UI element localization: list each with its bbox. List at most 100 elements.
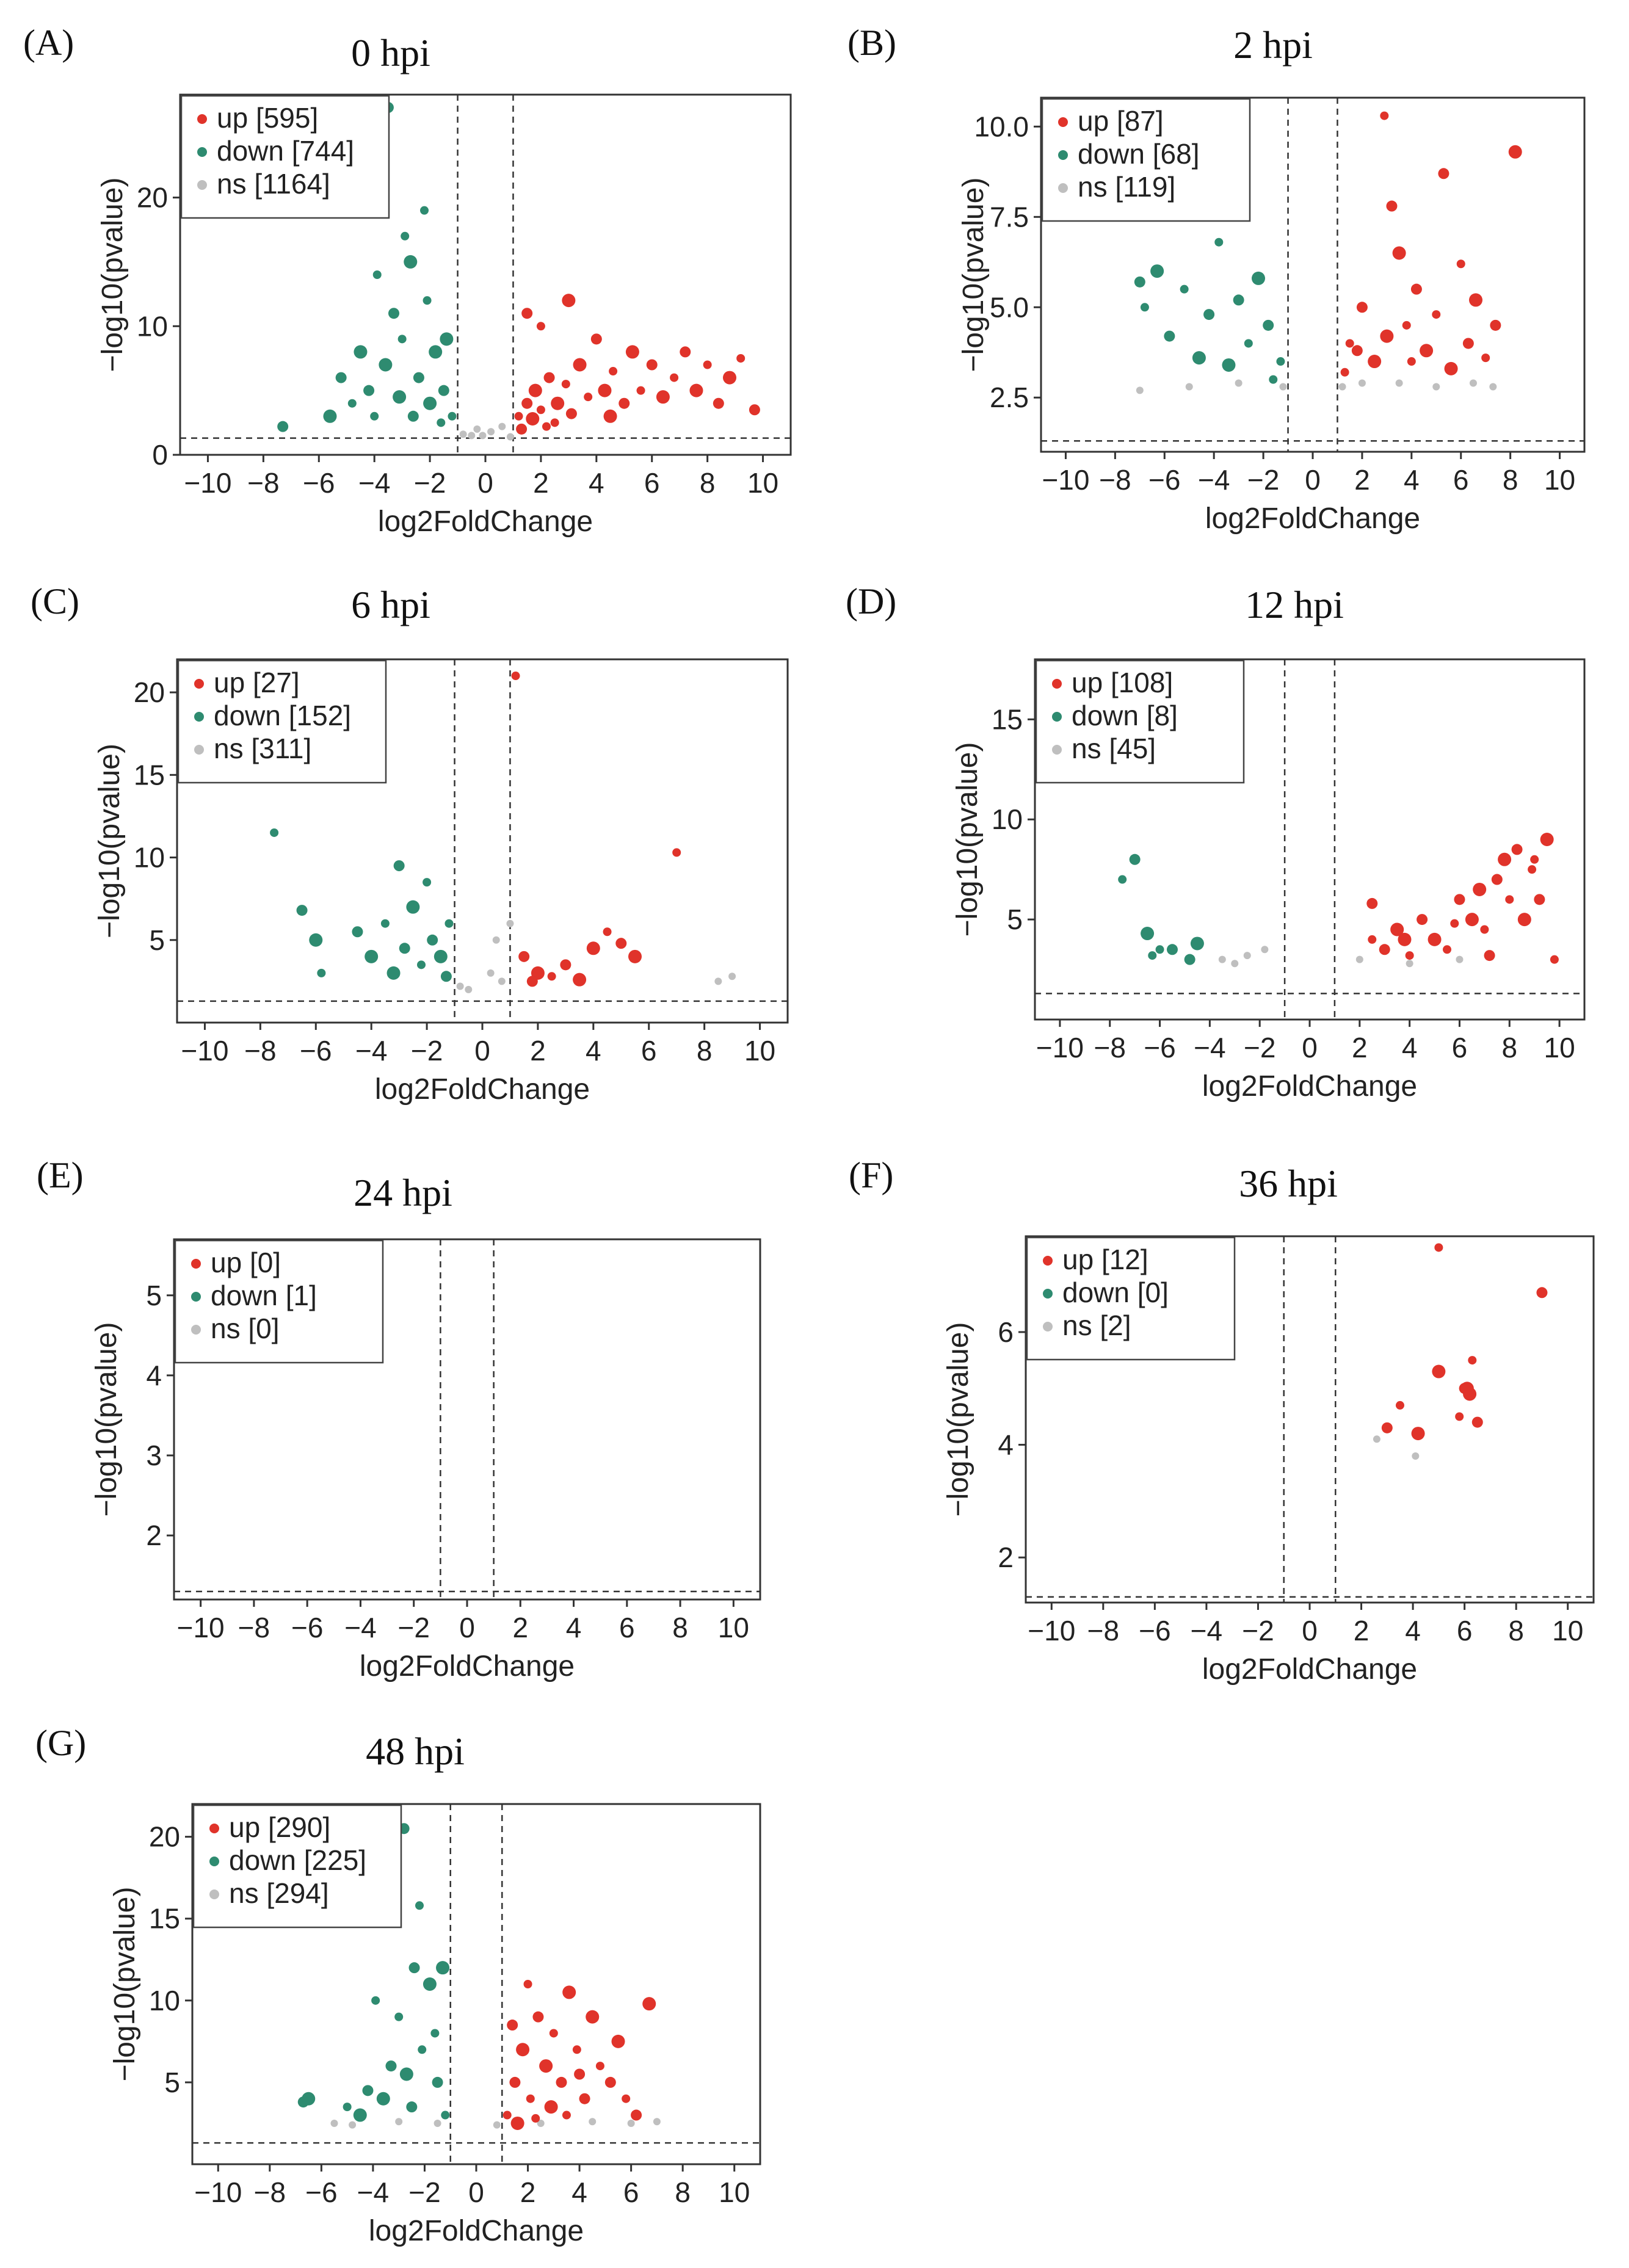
point-up — [1395, 1400, 1404, 1410]
point-down — [354, 345, 368, 359]
point-up — [1390, 922, 1404, 937]
x-tick-label: −4 — [1194, 1032, 1225, 1063]
point-up — [579, 2093, 590, 2104]
point-up — [703, 360, 712, 369]
point-ns — [506, 433, 514, 441]
point-up — [549, 2029, 558, 2038]
y-tick-label: 5 — [1007, 904, 1023, 935]
x-tick-label: 6 — [623, 2176, 639, 2208]
point-up — [521, 308, 533, 319]
x-tick-label: −4 — [357, 2176, 389, 2208]
point-up — [543, 372, 555, 383]
point-up — [622, 2094, 631, 2103]
point-ns — [1412, 1452, 1420, 1460]
x-tick-label: −8 — [1094, 1032, 1126, 1063]
legend-marker-ns — [209, 1889, 219, 1899]
x-tick-label: −2 — [411, 1035, 443, 1067]
x-tick-label: 6 — [641, 1035, 657, 1067]
x-tick-label: −4 — [344, 1612, 376, 1643]
legend-label-up: up [290] — [229, 1811, 330, 1843]
point-down — [413, 372, 424, 383]
point-up — [510, 2116, 524, 2130]
point-down — [427, 934, 438, 946]
panel-letter: (A) — [23, 23, 74, 63]
point-down — [386, 966, 401, 980]
point-down — [335, 372, 347, 383]
point-ns — [1355, 955, 1363, 963]
x-tick-label: 8 — [675, 2176, 691, 2208]
point-up — [1456, 259, 1465, 269]
point-down — [406, 900, 420, 914]
point-ns — [1235, 379, 1243, 387]
point-up — [1368, 935, 1377, 944]
legend-marker-up — [1043, 1256, 1053, 1266]
panel-letter: (E) — [37, 1155, 84, 1195]
x-tick-label: 4 — [566, 1612, 582, 1643]
y-axis-label: −log10(pvalue) — [942, 1322, 974, 1517]
point-up — [1490, 319, 1501, 331]
point-ns — [653, 2118, 661, 2126]
point-ns — [1432, 383, 1440, 391]
x-tick-label: −2 — [414, 467, 446, 499]
y-tick-label: 2 — [998, 1542, 1014, 1573]
point-down — [1155, 945, 1164, 954]
point-up — [1386, 200, 1398, 212]
y-tick-label: 5 — [146, 1280, 162, 1311]
point-down — [1184, 954, 1195, 965]
x-tick-label: 2 — [533, 467, 549, 499]
y-tick-label: 10 — [134, 842, 165, 874]
point-up — [507, 2020, 518, 2031]
point-down — [401, 231, 410, 241]
point-ns — [1489, 383, 1497, 391]
point-ns — [459, 430, 467, 438]
y-axis-label: −log10(pvalue) — [109, 1887, 141, 2082]
point-ns — [1279, 383, 1287, 391]
x-tick-label: 0 — [459, 1612, 475, 1643]
point-up — [544, 2100, 558, 2114]
point-down — [441, 2110, 450, 2120]
legend-label-ns: ns [0] — [211, 1313, 280, 1344]
point-ns — [1373, 1435, 1380, 1443]
volcano-panel-3: (D) 12 hpi −10 −8 −6 −4 −2 0 2 4 6 8 10 5 10 15 log2Fold… — [846, 581, 1586, 1103]
point-up — [526, 976, 538, 987]
point-up — [1368, 355, 1382, 369]
point-down — [365, 949, 379, 963]
point-down — [399, 2067, 413, 2081]
point-down — [309, 933, 323, 947]
point-down — [270, 828, 279, 837]
point-up — [526, 412, 540, 426]
legend-label-up: up [12] — [1062, 1244, 1148, 1275]
point-down — [363, 385, 375, 396]
point-ns — [487, 428, 495, 436]
panel-title: 6 hpi — [351, 583, 430, 626]
point-up — [1455, 1412, 1464, 1421]
point-down — [420, 206, 429, 215]
x-tick-label: 10 — [1544, 464, 1575, 496]
point-up — [547, 972, 556, 981]
point-up — [1536, 1287, 1548, 1299]
point-down — [1140, 303, 1149, 312]
point-down — [440, 332, 454, 346]
point-up — [521, 397, 533, 409]
volcano-panel-0: (A) 0 hpi −10 −8 −6 −4 −2 0 2 4 6 8 10 0 10 20 log2FoldC… — [23, 23, 792, 538]
x-tick-label: −8 — [254, 2176, 286, 2208]
point-down — [1203, 309, 1215, 321]
point-down — [404, 255, 418, 269]
legend — [192, 1804, 402, 1929]
x-tick-label: 8 — [697, 1035, 713, 1067]
y-tick-label: 0 — [152, 439, 168, 471]
point-up — [611, 2034, 625, 2048]
point-up — [561, 380, 570, 389]
point-down — [429, 345, 443, 359]
point-down — [432, 2076, 443, 2088]
volcano-panel-1: (B) 2 hpi −10 −8 −6 −4 −2 0 2 4 6 8 10 2.5 5.0 7.5 10.0 l… — [847, 23, 1586, 535]
point-down — [1164, 330, 1175, 342]
x-tick-label: 6 — [1453, 464, 1469, 496]
y-axis-label: −log10(pvalue) — [951, 742, 984, 937]
x-axis-label: log2FoldChange — [378, 505, 593, 538]
x-tick-label: −2 — [1242, 1615, 1274, 1647]
point-down — [406, 2101, 418, 2113]
point-down — [1150, 264, 1164, 278]
x-tick-label: 4 — [1404, 464, 1420, 496]
x-tick-label: −6 — [303, 467, 335, 499]
